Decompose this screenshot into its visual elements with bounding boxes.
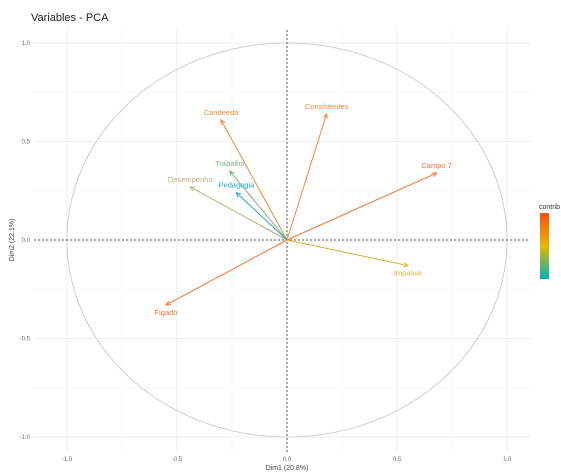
y-tick-label: -0.5 <box>20 337 31 343</box>
variable-arrow <box>229 170 288 241</box>
x-tick-label: -1.0 <box>62 457 73 463</box>
variable-arrow <box>286 239 409 267</box>
y-tick-label: 0.5 <box>22 140 31 146</box>
variable-arrowhead <box>235 191 242 198</box>
variable-arrows: Candeeda Consistentes Campo 7 TrabalhoDesem… <box>155 102 452 317</box>
legend-colorbar <box>540 213 549 279</box>
grid <box>34 30 530 452</box>
variable-arrowhead <box>189 186 196 192</box>
x-axis-label: Dim1 (20.8%) <box>266 465 309 472</box>
variable-label: Consistentes <box>305 102 349 111</box>
variable-label: Figado <box>155 308 178 317</box>
x-tick-label: 0.5 <box>393 457 402 463</box>
variable-arrow <box>286 113 328 241</box>
x-tick-label: 1.0 <box>503 457 512 463</box>
variable-arrowhead <box>220 118 226 125</box>
variable-arrow <box>220 119 288 241</box>
variable-arrowhead <box>229 170 235 177</box>
legend: contrib <box>539 204 560 279</box>
variable-label: Pedagogia <box>218 181 255 190</box>
y-tick-label: 0.0 <box>22 238 31 244</box>
variable-arrowhead <box>164 300 172 306</box>
legend-title: contrib <box>539 204 560 211</box>
tick-labels: -1.0 -0.5 0.0 0.5 1.0 1.0 0.5 0.0 -0.5 -1.0 <box>20 41 512 463</box>
variable-arrowhead <box>322 112 328 119</box>
variable-arrowhead <box>431 172 438 178</box>
y-tick-label: -1.0 <box>20 435 31 441</box>
variable-arrow <box>236 192 288 241</box>
variable-label: Impasse <box>394 269 422 278</box>
x-tick-label: -0.5 <box>172 457 183 463</box>
variable-arrow <box>189 186 288 241</box>
y-axis-label: Dim2 (22.1%) <box>9 219 16 262</box>
y-tick-label: 1.0 <box>22 41 31 47</box>
variable-arrow <box>286 172 437 241</box>
x-tick-label: 0.0 <box>283 457 292 463</box>
variable-label: Campo 7 <box>421 161 451 170</box>
variable-label: Trabalho <box>215 159 244 168</box>
zero-axes <box>34 30 530 452</box>
variable-arrow <box>165 239 288 306</box>
chart-title: Variables - PCA <box>31 12 109 24</box>
variable-label: Candeeda <box>204 108 239 117</box>
variable-arrowhead <box>403 262 410 268</box>
variable-label: Desempenho <box>168 175 213 184</box>
